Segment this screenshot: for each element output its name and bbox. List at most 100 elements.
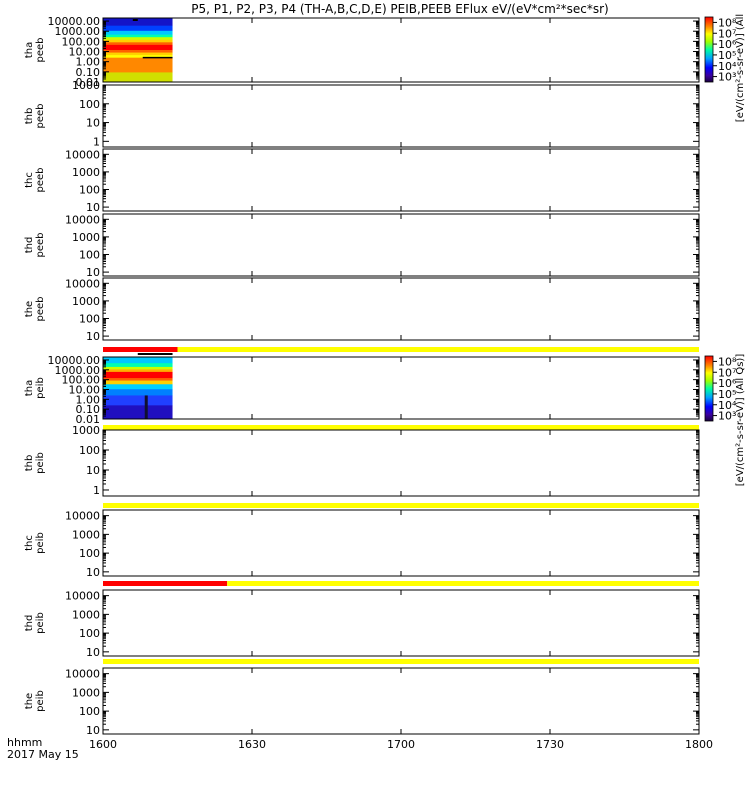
panel-the-peeb: 10000 1000 100 10 thepeeb [24,277,700,343]
status-bar-segment [177,347,699,352]
panel-label-product: peeb [35,168,46,193]
heatmap-band [103,357,173,364]
y-tick-label: 100 [79,705,100,718]
panel-label-probe: the [24,301,35,317]
panel-label: thbpeeb [24,104,46,129]
panel-label-probe: the [24,693,35,709]
panel-label-product: peib [35,612,46,634]
colorbar-tick-label: 10⁴ [718,399,737,412]
y-tick-label: 1000 [72,295,100,308]
heatmap-band [103,371,173,379]
y-tick-label: 0.01 [76,76,101,89]
y-tick-label: 10 [86,266,100,279]
y-tick-label: 10000 [65,510,100,523]
y-tick-label: 10000 [65,213,100,226]
y-tick-label: 10 [86,201,100,214]
panel-frame [102,277,700,341]
panel-label: thcpeeb [24,168,46,193]
colorbar-tick-label: 10⁴ [718,60,737,73]
y-tick-label: 1000 [72,424,100,437]
heatmap-band [103,384,173,390]
heatmap-band [103,25,173,32]
panel-label: thdpeeb [24,233,46,258]
y-tick-label: 1000.00 [55,25,101,38]
status-bars [103,347,699,664]
y-tick-label: 1 [93,484,100,497]
heatmap-band [103,55,173,59]
panel-label: thdpeib [24,612,46,634]
panel-frame [102,509,700,577]
panel-thd-peib: 10000 1000 100 10 thdpeib [24,589,700,659]
time-tick-label: 1800 [685,738,713,751]
heatmap-band [103,37,173,41]
colorbar-tick-label: 10⁶ [718,38,737,51]
panel-frame [102,667,700,735]
y-tick-label: 10.00 [69,46,101,59]
heatmap-band [103,30,173,36]
y-tick-label: 10 [86,566,100,579]
time-axis-label: hhmm [7,736,42,749]
panel-thc-peib: 10000 1000 100 10 thcpeib [24,509,700,579]
heatmap-band [103,50,173,54]
time-tick-label: 1600 [89,738,117,751]
colorbar-tick-label: 10⁸ [718,355,737,368]
y-tick-label: 10 [86,646,100,659]
panel-label-product: peib [35,452,46,474]
heatmap-layer [103,18,173,420]
heatmap-band [103,39,173,43]
colorbar-tick-label: 10⁷ [718,27,736,40]
y-tick-label: 10000 [65,277,100,290]
y-tick-label: 1.00 [76,56,101,69]
panel-label-probe: thd [24,615,35,632]
panel-thd-peeb: 10000 1000 100 10 thdpeeb [24,213,700,279]
colorbar-label: [eV/(cm²-s-sr-eV)] (All [735,14,746,122]
heatmap-band [103,380,173,385]
y-tick-label: 100 [79,183,100,196]
y-tick-label: 10000 [65,148,100,161]
status-bar-segment [103,659,699,664]
figure-title: P5, P1, P2, P3, P4 (TH-A,B,C,D,E) PEIB,P… [191,2,608,16]
heatmap-band [103,363,173,368]
status-bar-segment [103,425,699,430]
panel-label-product: peeb [35,104,46,129]
panel-label-probe: thc [24,535,35,551]
y-tick-label: 0.10 [76,403,101,416]
panel-label-probe: tha [24,380,35,396]
panel-label: thepeeb [24,297,46,322]
y-tick-label: 10 [86,464,100,477]
y-tick-label: 100 [79,627,100,640]
panel-label-probe: thb [24,455,35,472]
y-tick-label: 100.00 [62,374,101,387]
colorbar-scale [704,355,714,422]
y-tick-label: 1000 [72,608,100,621]
y-tick-label: 100 [79,312,100,325]
time-tick-label: 1630 [238,738,266,751]
status-bar-segment [103,503,699,508]
panel-label-product: peib [35,532,46,554]
heatmap-band [103,52,173,56]
heatmap-band [103,42,173,46]
y-tick-label: 1000 [72,231,100,244]
panel-label-probe: tha [24,42,35,58]
y-tick-label: 100 [79,547,100,560]
y-tick-label: 10000.00 [48,15,101,28]
panel-label-product: peeb [35,38,46,63]
heatmap-band [103,369,173,373]
colorbar-label: [eV/(cm²-s-sr-eV)] (All Qs)] [735,354,746,487]
y-tick-label: 10000 [65,668,100,681]
y-tick-label: 1000.00 [55,364,101,377]
y-tick-label: 1000 [72,686,100,699]
panel-label-probe: thd [24,237,35,254]
y-tick-label: 1 [93,135,100,148]
time-tick-label: 1700 [387,738,415,751]
panel-label-product: peeb [35,297,46,322]
panel-label-probe: thb [24,108,35,125]
y-tick-label: 10000 [65,590,100,603]
heatmap-band [103,366,173,370]
heatmap-band [103,44,173,51]
